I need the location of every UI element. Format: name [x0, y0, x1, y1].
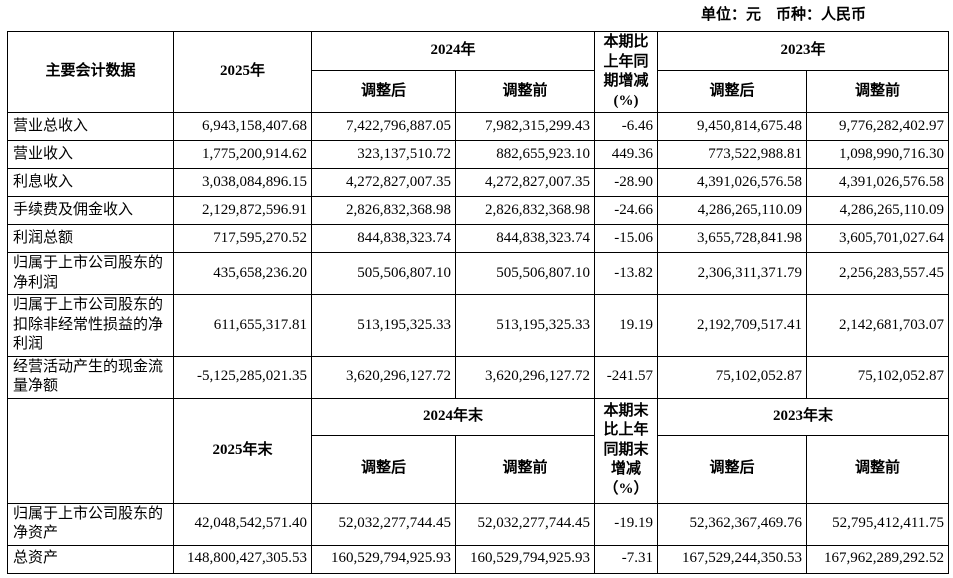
cell-2024-adjusted-before: 505,506,807.10 — [454, 252, 596, 295]
table-row-operating-cash-flow: 经营活动产生的现金流量净额 -5,125,285,021.35 3,620,29… — [7, 355, 950, 399]
cell-2023-adjusted-before: 9,776,282,402.97 — [806, 112, 950, 141]
table-row-operating-revenue: 营业收入 1,775,200,914.62 323,137,510.72 882… — [7, 140, 950, 169]
table-row-interest-income: 利息收入 3,038,084,896.15 4,272,827,007.35 4… — [7, 168, 950, 197]
row-label: 经营活动产生的现金流量净额 — [7, 355, 174, 399]
cell-2024-adjusted-before: 844,838,323.74 — [454, 224, 596, 253]
row-label: 利息收入 — [7, 168, 174, 197]
row-label: 归属于上市公司股东的净资产 — [7, 502, 174, 546]
table-row-fee-commission-income: 手续费及佣金收入 2,129,872,596.91 2,826,832,368.… — [7, 196, 950, 225]
header-main-indicator: 主要会计数据 — [7, 31, 174, 113]
header-2024-adjusted-after: 调整后 — [311, 70, 456, 113]
section1-header-row-1: 主要会计数据 2025年 2024年 本期比上年同期增减(%) 2023年 — [7, 30, 950, 113]
cell-end-change-pct: -19.19 — [594, 502, 659, 546]
cell-2024-adjusted-after: 505,506,807.10 — [311, 252, 456, 295]
row-label: 归属于上市公司股东的扣除非经常性损益的净利润 — [7, 294, 174, 357]
header-end-2024-adjusted-after: 调整后 — [311, 434, 456, 504]
row-label: 营业总收入 — [7, 112, 174, 141]
header-year-2023: 2023年 — [657, 30, 950, 72]
table-row-net-profit-excl-nonrecurring: 归属于上市公司股东的扣除非经常性损益的净利润 611,655,317.81 51… — [7, 294, 950, 357]
key-accounting-data-table: 主要会计数据 2025年 2024年 本期比上年同期增减(%) 2023年 调整… — [7, 30, 950, 574]
cell-change-pct: 449.36 — [594, 140, 659, 169]
header-end-2025: 2025年末 — [173, 397, 312, 504]
cell-2024-adjusted-after: 2,826,832,368.98 — [311, 196, 456, 225]
cell-2025: 717,595,270.52 — [173, 224, 312, 253]
table-row-net-profit-attributable: 归属于上市公司股东的净利润 435,658,236.20 505,506,807… — [7, 252, 950, 295]
cell-2023-adjusted-after: 2,306,311,371.79 — [657, 252, 808, 295]
cell-end-2023-adjusted-before: 52,795,412,411.75 — [806, 502, 950, 546]
cell-2023-adjusted-after: 4,391,026,576.58 — [657, 168, 808, 197]
table-row-total-operating-revenue: 营业总收入 6,943,158,407.68 7,422,796,887.05 … — [7, 112, 950, 141]
cell-end-2025: 42,048,542,571.40 — [173, 502, 312, 546]
cell-2024-adjusted-after: 513,195,325.33 — [311, 294, 456, 357]
cell-2023-adjusted-after: 75,102,052.87 — [657, 355, 808, 399]
cell-2023-adjusted-after: 773,522,988.81 — [657, 140, 808, 169]
cell-end-2024-adjusted-after: 52,032,277,744.45 — [311, 502, 456, 546]
cell-2024-adjusted-before: 7,982,315,299.43 — [454, 112, 596, 141]
header-year-2024: 2024年 — [310, 30, 596, 72]
cell-2024-adjusted-before: 3,620,296,127.72 — [454, 355, 596, 399]
cell-2024-adjusted-before: 2,826,832,368.98 — [454, 196, 596, 225]
cell-2025: -5,125,285,021.35 — [173, 355, 312, 399]
cell-2024-adjusted-before: 882,655,923.10 — [454, 140, 596, 169]
cell-2024-adjusted-after: 4,272,827,007.35 — [311, 168, 456, 197]
row-label: 营业收入 — [7, 140, 174, 169]
header-end-change-pct: 本期末比上年同期末增减（%） — [594, 397, 659, 504]
header-end-2024: 2024年末 — [310, 397, 596, 436]
section1-header-row-2: 调整后 调整前 调整后 调整前 — [8, 70, 950, 113]
header-blank-cell — [7, 397, 174, 504]
header-2023-adjusted-before: 调整前 — [806, 70, 950, 113]
cell-2024-adjusted-after: 844,838,323.74 — [311, 224, 456, 253]
header-end-2023: 2023年末 — [657, 397, 950, 436]
cell-2024-adjusted-after: 7,422,796,887.05 — [311, 112, 456, 141]
cell-change-pct: -6.46 — [594, 112, 659, 141]
header-2024-adjusted-before: 调整前 — [454, 70, 596, 113]
cell-2024-adjusted-after: 3,620,296,127.72 — [311, 355, 456, 399]
header-year-2025: 2025年 — [173, 31, 312, 113]
cell-2025: 1,775,200,914.62 — [173, 140, 312, 169]
table-row-total-profit: 利润总额 717,595,270.52 844,838,323.74 844,8… — [7, 224, 950, 253]
cell-change-pct: -15.06 — [594, 224, 659, 253]
cell-2025: 3,038,084,896.15 — [173, 168, 312, 197]
cell-change-pct: -241.57 — [594, 355, 659, 399]
cell-end-2024-adjusted-before: 52,032,277,744.45 — [454, 502, 596, 546]
cell-2023-adjusted-after: 9,450,814,675.48 — [657, 112, 808, 141]
table-row-net-assets-attributable: 归属于上市公司股东的净资产 42,048,542,571.40 52,032,2… — [7, 502, 950, 546]
header-end-2023-adjusted-before: 调整前 — [806, 434, 950, 504]
row-label: 手续费及佣金收入 — [7, 196, 174, 225]
row-label: 归属于上市公司股东的净利润 — [7, 252, 174, 295]
cell-2023-adjusted-before: 75,102,052.87 — [806, 355, 950, 399]
cell-2023-adjusted-before: 4,286,265,110.09 — [806, 196, 950, 225]
cell-change-pct: 19.19 — [594, 294, 659, 357]
section2-header-row-1: 2025年末 2024年末 本期末比上年同期末增减（%） 2023年末 — [7, 397, 950, 504]
cell-2023-adjusted-before: 4,391,026,576.58 — [806, 168, 950, 197]
cell-2023-adjusted-before: 2,256,283,557.45 — [806, 252, 950, 295]
cell-change-pct: -13.82 — [594, 252, 659, 295]
cell-2025: 6,943,158,407.68 — [173, 112, 312, 141]
cell-2023-adjusted-after: 3,655,728,841.98 — [657, 224, 808, 253]
cell-change-pct: -28.90 — [594, 168, 659, 197]
cell-2024-adjusted-before: 513,195,325.33 — [454, 294, 596, 357]
cell-2025: 435,658,236.20 — [173, 252, 312, 295]
cell-2025: 2,129,872,596.91 — [173, 196, 312, 225]
cell-2023-adjusted-before: 3,605,701,027.64 — [806, 224, 950, 253]
section2-header-row-2: 调整后 调整前 调整后 调整前 — [8, 434, 950, 504]
cell-2024-adjusted-after: 323,137,510.72 — [311, 140, 456, 169]
cell-2024-adjusted-before: 4,272,827,007.35 — [454, 168, 596, 197]
header-end-2024-adjusted-before: 调整前 — [454, 434, 596, 504]
row-label: 利润总额 — [7, 224, 174, 253]
header-2023-adjusted-after: 调整后 — [657, 70, 808, 113]
cell-end-2023-adjusted-after: 52,362,367,469.76 — [657, 502, 808, 546]
cell-change-pct: -24.66 — [594, 196, 659, 225]
cell-2023-adjusted-before: 2,142,681,703.07 — [806, 294, 950, 357]
cell-2023-adjusted-before: 1,098,990,716.30 — [806, 140, 950, 169]
header-end-2023-adjusted-after: 调整后 — [657, 434, 808, 504]
cell-2023-adjusted-after: 2,192,709,517.41 — [657, 294, 808, 357]
header-change-pct: 本期比上年同期增减(%) — [594, 31, 659, 113]
unit-currency-label: 单位：元 币种：人民币 — [700, 7, 866, 23]
cell-2023-adjusted-after: 4,286,265,110.09 — [657, 196, 808, 225]
cell-2025: 611,655,317.81 — [173, 294, 312, 357]
